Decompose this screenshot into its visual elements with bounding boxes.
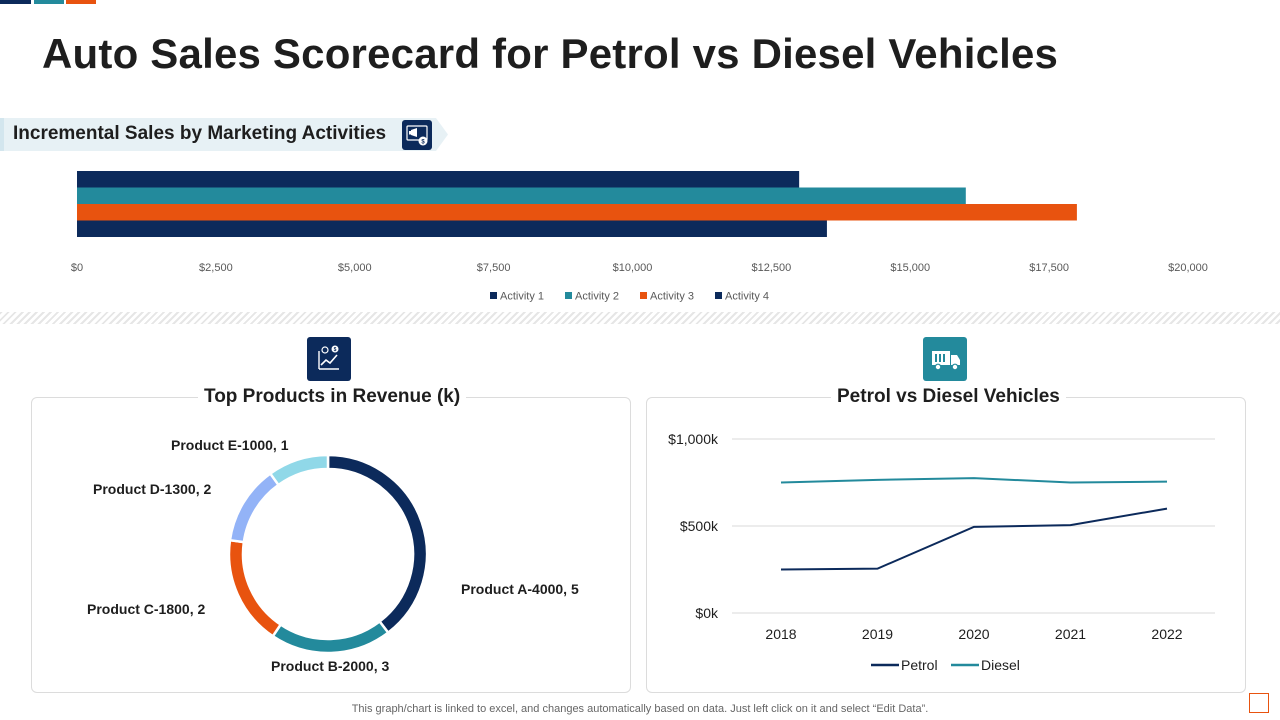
top-strip-navy: [0, 0, 31, 4]
donut-label-product-e: Product E-1000, 1: [171, 437, 289, 453]
legend-label-activity-1: Activity 1: [500, 291, 544, 303]
legend-swatch-activity-4: [715, 292, 722, 299]
x-tick-label: $7,500: [477, 262, 511, 274]
top-strip-teal: [34, 0, 64, 4]
x-tick-label: $0: [71, 262, 83, 274]
bar-activity-1: [77, 171, 800, 188]
legend-label-petrol: Petrol: [901, 657, 938, 673]
revenue-growth-icon: $: [307, 337, 351, 381]
donut-label-product-a: Product A-4000, 5: [461, 581, 579, 597]
top-products-donut-chart: Product A-4000, 5 Product B-2000, 3 Produc…: [87, 437, 579, 674]
x-tick-label: $10,000: [613, 262, 653, 274]
incremental-sales-bar-chart: $0 $2,500 $5,000 $7,500 $10,000 $12,500 $15,00…: [71, 171, 1208, 303]
bar-activity-4: [77, 220, 827, 237]
petrol-diesel-line-chart: $0k $500k $1,000k 2018 2019 2020 2021 2022 Petro…: [668, 431, 1215, 673]
incremental-sales-title: Incremental Sales by Marketing Activitie…: [13, 123, 387, 144]
x-tick-label: 2019: [862, 626, 893, 642]
svg-text:$: $: [334, 347, 337, 353]
legend-label-diesel: Diesel: [981, 657, 1020, 673]
x-tick-label: 2020: [958, 626, 989, 642]
donut-slice-product-d: [228, 471, 281, 544]
x-tick-label: $2,500: [199, 262, 233, 274]
section-divider: [0, 312, 1280, 324]
footer-note: This graph/chart is linked to excel, and…: [351, 703, 929, 715]
section-banner: [0, 118, 448, 151]
x-tick-label: 2022: [1151, 626, 1182, 642]
top-strip-orange: [66, 0, 96, 4]
legend-label-activity-4: Activity 4: [725, 291, 769, 303]
top-products-title: Top Products in Revenue (k): [198, 386, 467, 408]
marketing-megaphone-icon: $: [402, 120, 432, 150]
bar-activity-2: [77, 187, 966, 204]
y-tick-label: $500k: [680, 518, 719, 534]
legend-label-activity-2: Activity 2: [575, 291, 619, 303]
x-tick-label: $5,000: [338, 262, 372, 274]
x-tick-label: $20,000: [1168, 262, 1208, 274]
corner-marker: [1249, 693, 1269, 713]
y-tick-label: $1,000k: [668, 431, 719, 447]
x-tick-label: $17,500: [1029, 262, 1069, 274]
line-petrol: [780, 507, 1168, 571]
legend-label-activity-3: Activity 3: [650, 291, 694, 303]
svg-text:$: $: [421, 140, 425, 146]
legend-swatch-activity-2: [565, 292, 572, 299]
donut-label-product-d: Product D-1300, 2: [93, 481, 211, 497]
legend-swatch-activity-3: [640, 292, 647, 299]
line-diesel: [780, 477, 1168, 484]
donut-label-product-c: Product C-1800, 2: [87, 601, 205, 617]
donut-slice-product-a: [326, 453, 429, 635]
donut-label-product-b: Product B-2000, 3: [271, 658, 389, 674]
x-tick-label: 2018: [765, 626, 796, 642]
x-tick-label: $15,000: [890, 262, 930, 274]
bar-activity-3: [77, 204, 1077, 221]
donut-slice-product-c: [227, 538, 283, 638]
legend-swatch-activity-1: [490, 292, 497, 299]
petrol-diesel-title: Petrol vs Diesel Vehicles: [831, 386, 1066, 408]
page-title: Auto Sales Scorecard for Petrol vs Diese…: [42, 30, 1059, 77]
donut-slice-product-e: [268, 453, 330, 487]
donut-slice-product-b: [271, 619, 390, 655]
x-tick-label: $12,500: [751, 262, 791, 274]
truck-icon: [923, 337, 967, 381]
petrol-diesel-panel: [646, 397, 1246, 693]
y-tick-label: $0k: [695, 605, 719, 621]
x-tick-label: 2021: [1055, 626, 1086, 642]
